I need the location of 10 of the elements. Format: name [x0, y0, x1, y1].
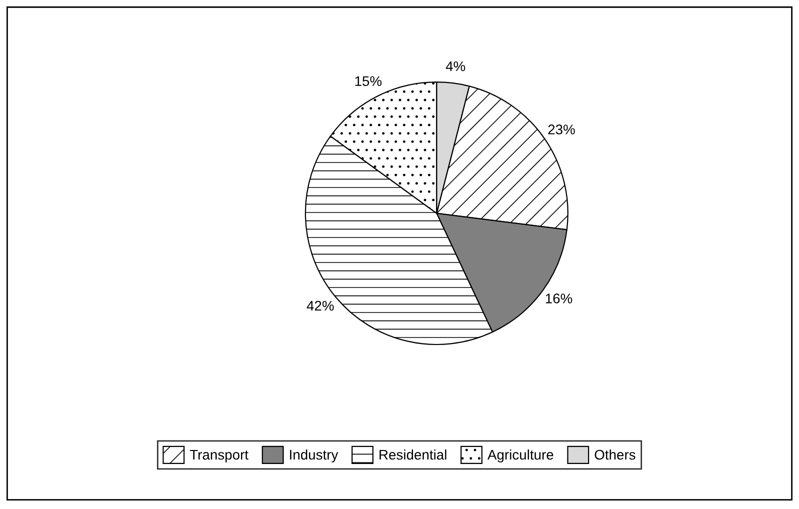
legend-label: Agriculture [487, 449, 554, 462]
legend-label: Industry [290, 449, 338, 462]
data-label: 16% [546, 294, 572, 304]
data-label: 15% [355, 76, 382, 86]
legend-label: Others [594, 449, 636, 460]
data-label: 42% [306, 300, 334, 311]
data-label: 23% [548, 124, 575, 134]
legend-label: Residential [380, 449, 446, 460]
legend-label: Transport [190, 450, 248, 462]
data-label: 4% [446, 61, 466, 72]
